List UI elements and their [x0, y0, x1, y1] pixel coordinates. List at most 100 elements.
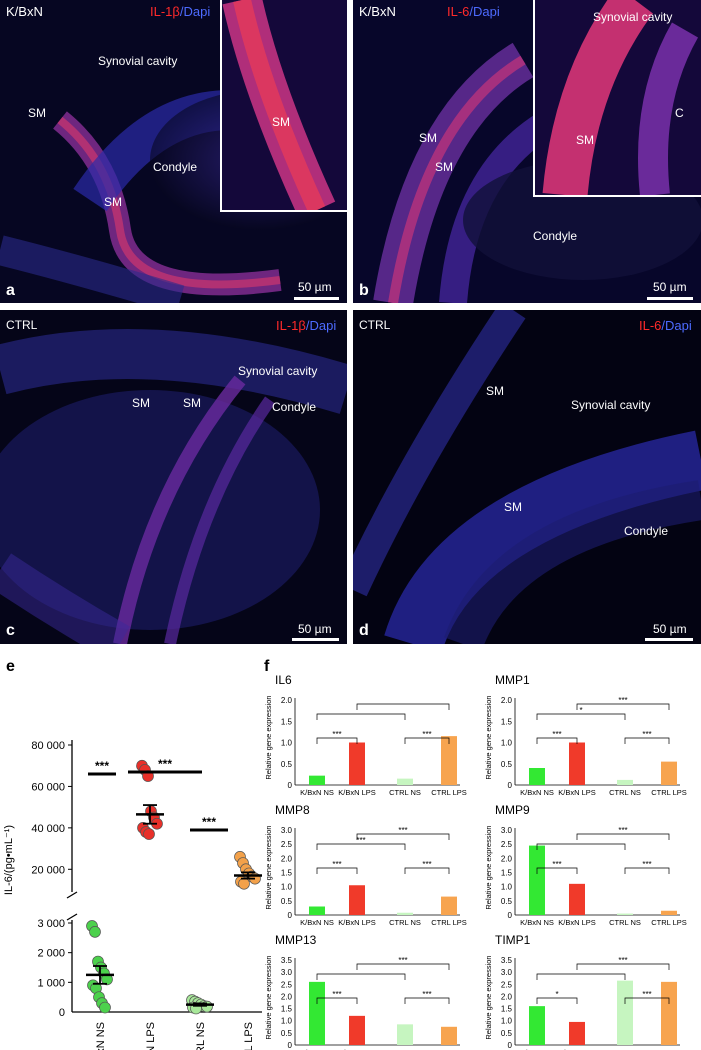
label-sm: SM	[435, 160, 453, 174]
y-tick-label: 3.0	[281, 968, 293, 977]
y-tick-label: 2.0	[501, 696, 513, 705]
x-tick-label: K/BxN NS	[300, 788, 334, 797]
tissue-image-c	[0, 310, 347, 644]
x-tick-label: CTRL LPS	[651, 788, 687, 797]
x-tick-label: CTRL LPS	[431, 918, 467, 927]
significance-bracket	[404, 737, 450, 744]
y-tick-label: 0	[508, 781, 513, 790]
significance-label: ***	[398, 826, 407, 835]
y-axis-label: Relative gene expression	[264, 825, 273, 909]
significance-label: ***	[422, 990, 431, 999]
subplot-title: MMP9	[495, 803, 530, 817]
significance-label: ***	[642, 860, 651, 869]
significance-bracket	[576, 963, 670, 970]
axis-break	[66, 913, 78, 921]
x-tick-label: CTRL LPS	[431, 788, 467, 797]
bar	[529, 845, 545, 915]
y-axis-label: Relative gene expression	[484, 825, 493, 909]
label-condyle: Condyle	[272, 400, 317, 414]
label-sm: SM	[132, 396, 150, 410]
axis-break	[66, 891, 78, 899]
panel-letter: d	[359, 622, 369, 639]
y-tick-label: 0	[288, 781, 293, 790]
significance-bracket	[536, 973, 626, 980]
panel-letter-e: e	[6, 658, 15, 675]
significance-label: ***	[552, 730, 561, 739]
y-tick-label: 1.5	[281, 869, 293, 878]
significance-bracket	[316, 867, 358, 874]
subplot-title: MMP13	[275, 933, 317, 947]
label-sm: SM	[104, 195, 122, 209]
significance-label: ***	[202, 815, 216, 829]
significance-bracket	[316, 737, 358, 744]
y-tick-label: 0.5	[501, 760, 513, 769]
micrograph-panel-a: K/BxN IL-1β/Dapi Synovial cavity SM Cond…	[0, 0, 347, 303]
bar	[617, 913, 633, 915]
data-point	[143, 828, 155, 840]
bar	[397, 1024, 413, 1045]
y-tick-label: 2 000	[37, 948, 65, 960]
scale-bar	[292, 638, 339, 641]
y-tick-label: 2.5	[281, 980, 293, 989]
label-condyle: Condyle	[153, 160, 198, 174]
x-tick-label: K/BxN NS	[520, 1048, 554, 1050]
subplot-mmp13: MMP13 0 0.5 1.0 1.5 2.0 2.5 3.0 3.5 Relative gene…	[264, 933, 467, 1050]
bar	[661, 761, 677, 785]
y-tick-label: 2.0	[501, 992, 513, 1001]
subplot-title: MMP8	[275, 803, 310, 817]
y-tick-label: 2.5	[501, 980, 513, 989]
y-tick-label: 20 000	[31, 864, 65, 876]
significance-bracket	[316, 997, 358, 1004]
bar	[441, 1026, 457, 1045]
significance-bracket	[536, 997, 578, 1004]
scale-bar-label: 50 µm	[298, 622, 332, 636]
y-tick-label: 1.0	[281, 739, 293, 748]
significance-label: ***	[642, 990, 651, 999]
bar	[349, 885, 365, 915]
il6-scatter-chart: 20 000 40 000 60 000 80 000 1 000 2 000 3 000 0…	[3, 740, 262, 1050]
x-tick-label: K/BxN LPS	[338, 1048, 376, 1050]
significance-bracket	[316, 843, 406, 850]
label-sm: SM	[504, 500, 522, 514]
y-tick-label: 0.5	[281, 760, 293, 769]
significance-bracket	[536, 737, 578, 744]
subplot-il6: IL6 0 0.5 1.0 1.5 2.0 Relative gene expression…	[264, 673, 467, 797]
x-tick-label: K/BxN LPS	[558, 788, 596, 797]
significance-bracket	[624, 867, 670, 874]
significance-bracket	[536, 713, 626, 720]
bar	[441, 736, 457, 785]
x-tick-label: K/BxN LPS	[558, 1048, 596, 1050]
y-tick-label: 3.0	[281, 826, 293, 835]
x-tick-label: K/BxN NS	[95, 1022, 107, 1050]
y-tick-label: 3.0	[501, 826, 513, 835]
subplot-title: MMP1	[495, 673, 530, 687]
data-point	[238, 877, 250, 890]
significance-bracket	[356, 963, 450, 970]
x-tick-label: CTRL LPS	[243, 1022, 255, 1050]
tissue-image-d	[353, 310, 701, 644]
micrograph-panel-c: CTRL IL-1β/Dapi Synovial cavity SM SM Co…	[0, 310, 347, 644]
y-tick-label: 2.5	[501, 840, 513, 849]
bar	[397, 778, 413, 785]
micrograph-panel-b: K/BxN IL-6/Dapi Synovial cavity SM SM Co…	[353, 0, 701, 303]
y-tick-label: 1.5	[281, 1005, 293, 1014]
y-tick-label: 80 000	[31, 740, 65, 752]
significance-bracket	[404, 867, 450, 874]
label-synovial-cavity: Synovial cavity	[238, 364, 318, 378]
y-axis-label: IL-6/(pg•mL⁻¹)	[3, 825, 15, 895]
y-tick-label: 0	[288, 911, 293, 920]
y-tick-label: 0.5	[281, 1029, 293, 1038]
panel-letter: a	[6, 282, 15, 299]
label-synovial-cavity: Synovial cavity	[593, 10, 673, 24]
significance-bracket	[316, 713, 406, 720]
x-tick-label: CTRL NS	[609, 788, 641, 797]
y-tick-label: 0	[59, 1007, 65, 1019]
y-tick-label: 3.5	[501, 956, 513, 965]
y-axis-label: Relative gene expression	[484, 955, 493, 1039]
significance-bracket	[624, 737, 670, 744]
label-condyle: Condyle	[533, 229, 578, 243]
significance-label: ***	[398, 956, 407, 965]
x-tick-label: CTRL NS	[195, 1022, 207, 1050]
inset-tissue-a	[222, 0, 347, 210]
bar	[441, 896, 457, 915]
